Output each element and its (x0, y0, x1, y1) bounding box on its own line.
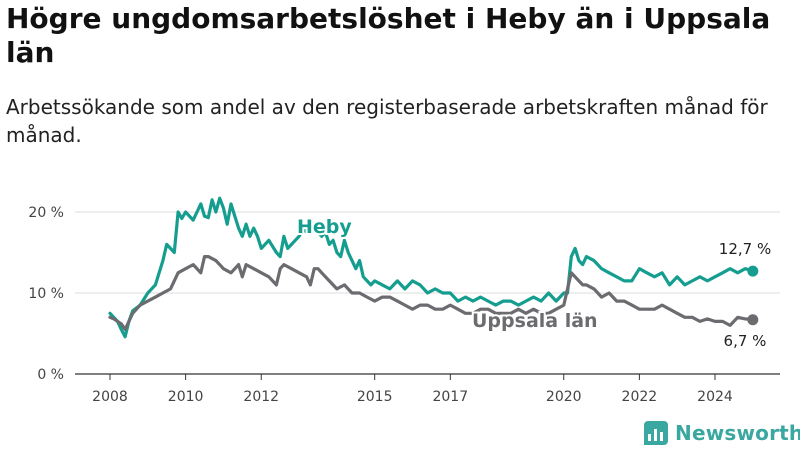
x-tick-label: 2017 (432, 389, 468, 405)
y-tick-label: 0 % (37, 367, 64, 383)
chart-subtitle: Arbetssökande som andel av den registerb… (6, 95, 768, 147)
x-tick-label: 2010 (168, 389, 204, 405)
x-tick-label: 2015 (357, 389, 393, 405)
end-label-heby: 12,7 % (719, 240, 771, 258)
axes: 0 % 10 % 20 % 2008 2010 2012 2015 2017 2020 2022 2… (28, 205, 732, 405)
brand-name: Newsworthy (675, 421, 800, 445)
end-point-uppsala (747, 314, 759, 326)
end-point-heby (747, 265, 759, 277)
y-tick-label: 10 % (28, 286, 64, 302)
series-line-uppsala (108, 255, 755, 331)
end-label-uppsala: 6,7 % (724, 332, 767, 350)
series-name-uppsala: Uppsala län (472, 310, 598, 332)
series-name-heby: Heby (297, 216, 352, 238)
series-lines (108, 196, 759, 339)
brand-logo: Newsworthy (644, 418, 800, 448)
x-tick-label: 2024 (697, 389, 733, 405)
series-line-heby (108, 196, 755, 339)
x-tick-label: 2020 (546, 389, 582, 405)
x-tick-label: 2022 (622, 389, 658, 405)
x-tick-label: 2008 (92, 389, 128, 405)
y-tick-label: 20 % (28, 205, 64, 221)
newsworthy-logo-icon (644, 421, 668, 445)
x-tick-label: 2012 (243, 389, 279, 405)
chart-title: Högre ungdomsarbetslöshet i Heby än i Up… (6, 2, 771, 69)
series-labels: Heby Uppsala län 12,7 % 6,7 % (295, 214, 771, 350)
